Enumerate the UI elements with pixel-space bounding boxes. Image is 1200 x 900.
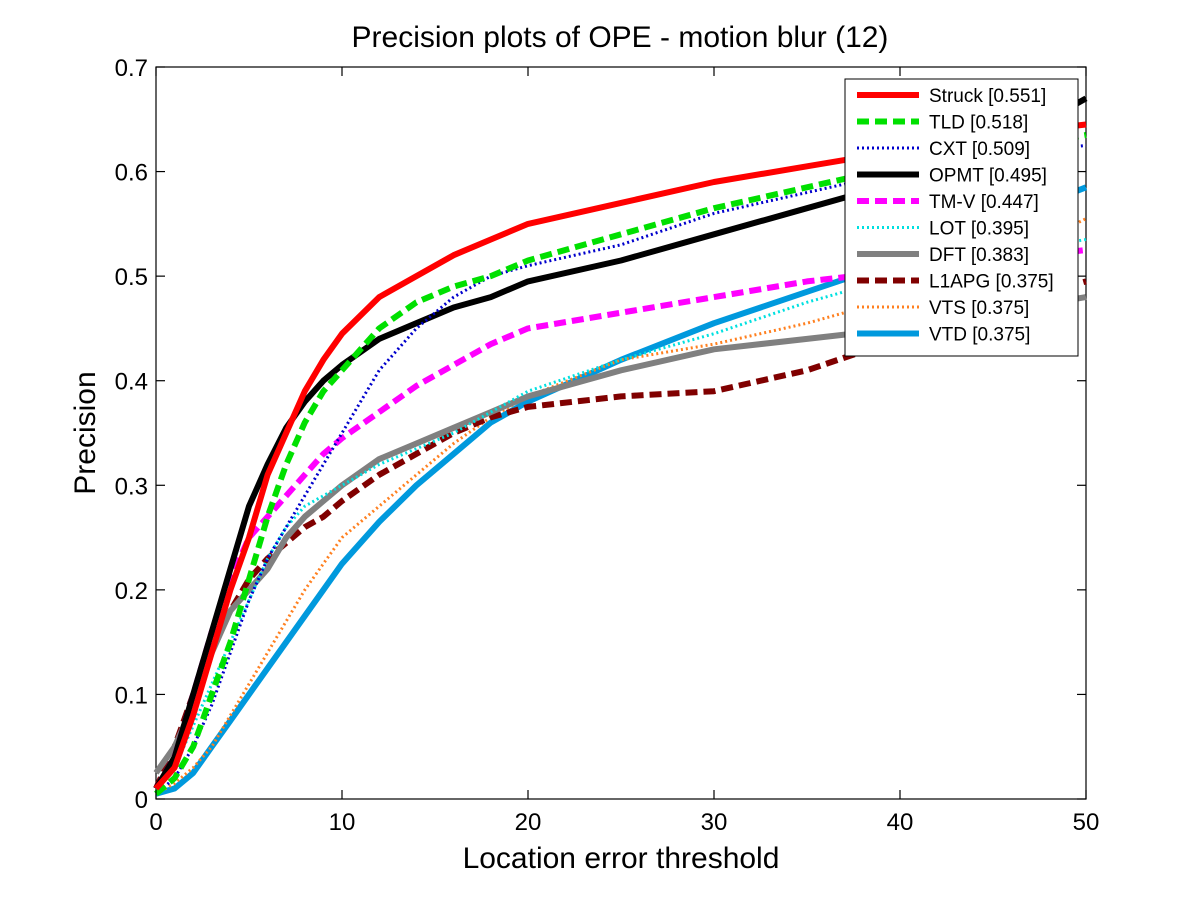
- y-tick-label: 0: [135, 787, 148, 814]
- y-axis-label: Precision: [69, 371, 102, 494]
- legend-label: Struck [0.551]: [929, 86, 1046, 107]
- legend-label: TLD [0.518]: [929, 113, 1028, 134]
- x-tick-label: 10: [329, 809, 356, 836]
- legend-label: DFT [0.383]: [929, 245, 1029, 266]
- series-line-tld: [154, 132, 1087, 797]
- series-line-vts: [155, 217, 1087, 796]
- series-line-l1apg: [153, 278, 1087, 790]
- x-tick-label: 0: [149, 809, 162, 836]
- y-tick-label: 0.4: [115, 369, 148, 396]
- tick-layer: 0 10 20 30 40 50 0 0.1 0.2 0.3 0.4 0.5 0.6 0.7: [115, 55, 1100, 836]
- x-tick-label: 30: [701, 809, 728, 836]
- series-layer: [153, 95, 1088, 797]
- series-line-struck: [153, 121, 1087, 791]
- legend-label: VTS [0.375]: [929, 298, 1029, 319]
- chart-title: Precision plots of OPE - motion blur (12…: [352, 21, 889, 54]
- legend-label: CXT [0.509]: [929, 139, 1030, 160]
- legend-label: OPMT [0.495]: [929, 166, 1047, 187]
- x-axis-label: Location error threshold: [463, 842, 780, 875]
- series-line-vtd: [155, 184, 1088, 797]
- x-tick-label: 20: [515, 809, 542, 836]
- series-line-lot: [154, 238, 1087, 790]
- legend-label: TM-V [0.447]: [929, 192, 1039, 213]
- legend-label: VTD [0.375]: [929, 325, 1030, 346]
- y-tick-label: 0.1: [115, 682, 148, 709]
- legend-box: [844, 78, 1079, 357]
- y-tick-label: 0.2: [115, 578, 148, 605]
- legend-label: LOT [0.395]: [929, 219, 1029, 240]
- series-line-cxt: [155, 143, 1087, 795]
- legend-label: L1APG [0.375]: [929, 272, 1054, 293]
- y-tick-label: 0.3: [115, 473, 148, 500]
- x-tick-label: 40: [887, 809, 914, 836]
- y-tick-label: 0.7: [115, 55, 148, 82]
- y-tick-label: 0.6: [115, 160, 148, 187]
- series-line-tm-v: [153, 247, 1087, 791]
- x-tick-label: 50: [1073, 809, 1100, 836]
- legend: Struck [0.551] TLD [0.518] CXT [0.509] OPMT…: [844, 78, 1079, 357]
- y-tick-label: 0.5: [115, 264, 148, 291]
